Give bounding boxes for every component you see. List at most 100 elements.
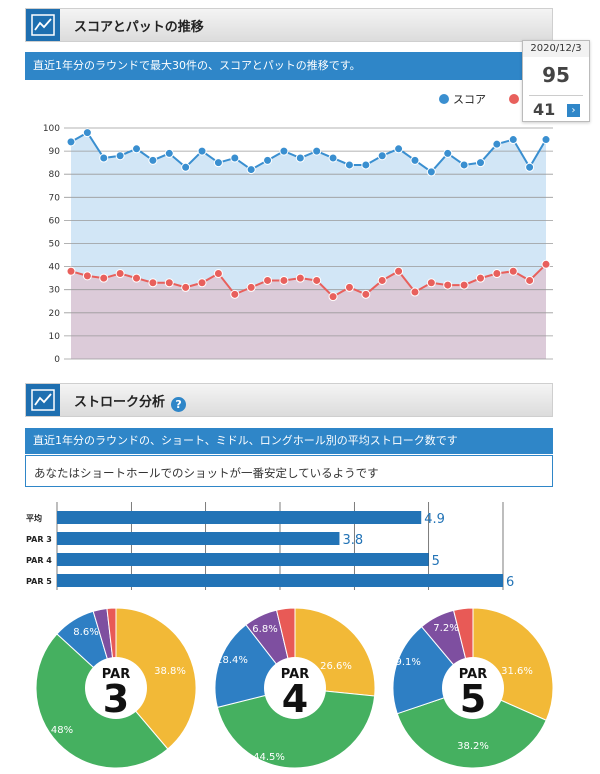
data-point-putt[interactable] xyxy=(148,278,158,288)
data-point-score[interactable] xyxy=(66,137,76,147)
y-tick-label: 20 xyxy=(49,309,61,319)
data-point-score[interactable] xyxy=(344,160,354,170)
pie-slice[interactable] xyxy=(396,687,547,769)
data-point-score[interactable] xyxy=(197,146,207,156)
section-title: スコアとパットの推移 xyxy=(74,20,204,35)
question-icon[interactable]: ? xyxy=(171,397,187,412)
data-point-score[interactable] xyxy=(475,158,485,168)
pie-center-small-label: PAR xyxy=(102,667,130,682)
data-point-score[interactable] xyxy=(263,155,273,165)
data-point-putt[interactable] xyxy=(213,269,223,279)
bar-value-label: 6 xyxy=(506,575,514,590)
data-point-putt[interactable] xyxy=(475,273,485,283)
pie-center-big-label: 4 xyxy=(282,677,308,721)
bar[interactable] xyxy=(57,574,503,587)
chart-tooltip: 2020/12/3 95 41 › xyxy=(522,40,590,122)
data-point-putt[interactable] xyxy=(181,282,191,292)
data-point-putt[interactable] xyxy=(230,289,240,299)
data-point-score[interactable] xyxy=(443,148,453,158)
y-tick-label: 60 xyxy=(49,216,61,226)
bar-category-label: 平均 xyxy=(26,513,42,523)
data-point-score[interactable] xyxy=(426,167,436,177)
bar[interactable] xyxy=(57,511,422,524)
data-point-score[interactable] xyxy=(361,160,371,170)
data-point-putt[interactable] xyxy=(508,266,518,276)
par-pie-charts: PAR338.8%48%8.6%PAR426.6%44.5%18.4%6.8%P… xyxy=(35,607,554,769)
chevron-right-icon[interactable]: › xyxy=(567,104,580,117)
data-point-putt[interactable] xyxy=(66,266,76,276)
data-point-putt[interactable] xyxy=(459,280,469,290)
data-point-putt[interactable] xyxy=(295,273,305,283)
y-tick-label: 40 xyxy=(49,263,61,273)
y-tick-label: 50 xyxy=(49,240,61,250)
pie-hole xyxy=(264,657,326,719)
data-point-score[interactable] xyxy=(295,153,305,163)
bar[interactable] xyxy=(57,553,429,566)
pie-slice-label: 18.4% xyxy=(216,655,248,666)
pie-slice-label: 31.6% xyxy=(501,666,533,677)
tooltip-score: 95 xyxy=(542,63,570,87)
data-point-score[interactable] xyxy=(394,144,404,154)
pie-center-small-label: PAR xyxy=(281,667,309,682)
pie-hole xyxy=(442,657,504,719)
data-point-putt[interactable] xyxy=(115,269,125,279)
data-point-score[interactable] xyxy=(377,151,387,161)
data-point-putt[interactable] xyxy=(344,282,354,292)
data-point-score[interactable] xyxy=(508,135,518,145)
data-point-putt[interactable] xyxy=(410,287,420,297)
bar[interactable] xyxy=(57,532,340,545)
line-chart-icon xyxy=(26,384,60,416)
y-tick-label: 100 xyxy=(43,124,60,134)
pie-slice[interactable] xyxy=(216,687,376,769)
data-point-score[interactable] xyxy=(246,165,256,175)
data-point-score[interactable] xyxy=(213,158,223,168)
data-point-score[interactable] xyxy=(492,139,502,149)
data-point-putt[interactable] xyxy=(246,282,256,292)
data-point-putt[interactable] xyxy=(525,275,535,285)
data-point-putt[interactable] xyxy=(394,266,404,276)
data-point-putt[interactable] xyxy=(279,275,289,285)
data-point-putt[interactable] xyxy=(197,278,207,288)
data-point-putt[interactable] xyxy=(361,289,371,299)
data-point-score[interactable] xyxy=(459,160,469,170)
data-point-putt[interactable] xyxy=(492,269,502,279)
data-point-putt[interactable] xyxy=(377,275,387,285)
y-tick-label: 10 xyxy=(49,332,61,342)
data-point-putt[interactable] xyxy=(263,275,273,285)
data-point-score[interactable] xyxy=(410,155,420,165)
pie-center-big-label: 3 xyxy=(103,677,129,721)
data-point-putt[interactable] xyxy=(541,259,551,269)
pie-center-small-label: PAR xyxy=(459,667,487,682)
stroke-bar-chart: 平均 4.9 PAR 3 3.8 PAR 4 5 PAR 5 6 xyxy=(26,502,514,590)
data-point-score[interactable] xyxy=(525,162,535,172)
pie-slice-label: 6.8% xyxy=(252,624,277,635)
data-point-score[interactable] xyxy=(279,146,289,156)
section-title: ストローク分析 xyxy=(74,395,166,410)
data-point-score[interactable] xyxy=(541,135,551,145)
data-point-score[interactable] xyxy=(148,155,158,165)
data-point-score[interactable] xyxy=(181,162,191,172)
pie-slice[interactable] xyxy=(115,607,197,750)
bar-value-label: 4.9 xyxy=(424,512,445,527)
data-point-score[interactable] xyxy=(115,151,125,161)
data-point-score[interactable] xyxy=(164,148,174,158)
data-point-putt[interactable] xyxy=(132,273,142,283)
data-point-score[interactable] xyxy=(132,144,142,154)
data-point-putt[interactable] xyxy=(426,278,436,288)
data-point-score[interactable] xyxy=(82,128,92,138)
data-point-putt[interactable] xyxy=(328,292,338,302)
data-point-putt[interactable] xyxy=(312,275,322,285)
data-point-score[interactable] xyxy=(312,146,322,156)
data-point-putt[interactable] xyxy=(99,273,109,283)
legend-marker xyxy=(509,94,519,104)
y-tick-label: 90 xyxy=(49,147,61,157)
line-chart-icon xyxy=(26,9,60,41)
data-point-putt[interactable] xyxy=(164,278,174,288)
tooltip-date: 2020/12/3 xyxy=(523,41,589,57)
data-point-putt[interactable] xyxy=(82,271,92,281)
data-point-score[interactable] xyxy=(99,153,109,163)
data-point-putt[interactable] xyxy=(443,280,453,290)
data-point-score[interactable] xyxy=(328,153,338,163)
data-point-score[interactable] xyxy=(230,153,240,163)
